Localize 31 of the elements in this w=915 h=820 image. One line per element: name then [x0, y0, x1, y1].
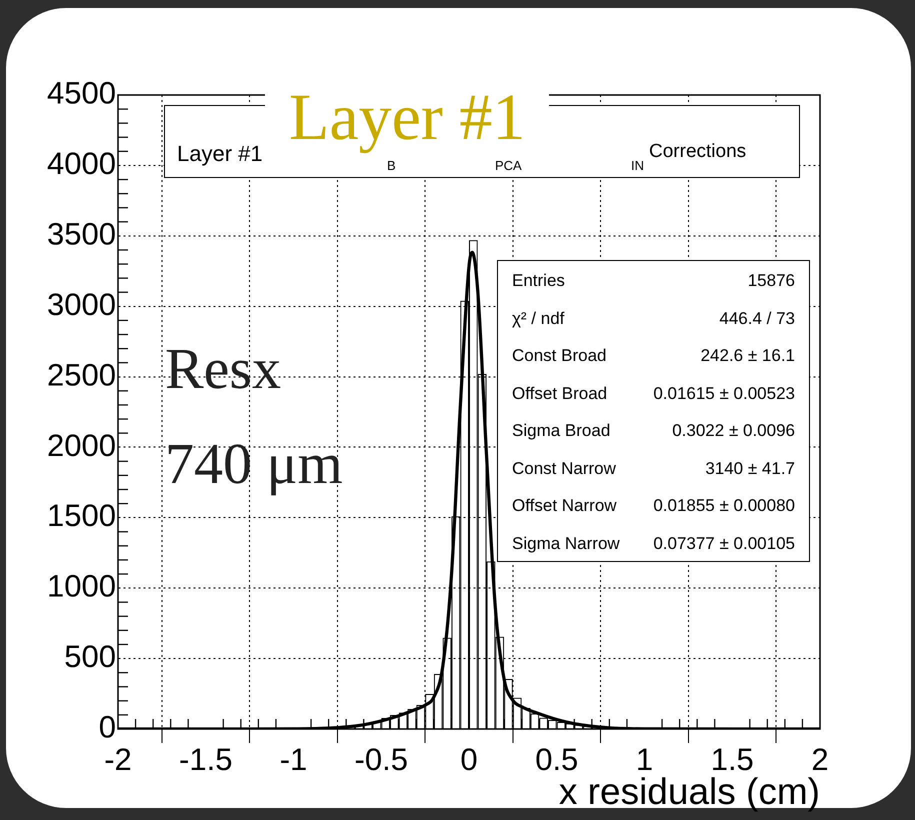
y-tick-label: 1500: [47, 498, 116, 534]
y-tick-label: 3500: [47, 216, 116, 252]
y-tick-label: 2500: [47, 357, 116, 392]
text: χ² / ndf 446.4 / 73: [512, 308, 795, 328]
x-tick-label: 0: [460, 742, 478, 778]
annotation: Layer #1: [177, 141, 263, 167]
y-tick-label: 500: [64, 639, 116, 674]
y-tick-label: 0: [98, 710, 116, 745]
x-tick-label: -1.5: [179, 742, 232, 778]
text: Const Narrow 3140 ± 41.7: [512, 458, 795, 478]
annotation: PCA: [495, 158, 522, 173]
chart-title: Layer #1: [265, 81, 550, 154]
annotation: IN: [631, 158, 644, 173]
x-tick-label: -1: [280, 742, 308, 778]
x-tick-label: -0.5: [354, 742, 408, 778]
y-tick-label: 4000: [47, 146, 116, 181]
text: Sigma Broad 0.3022 ± 0.0096: [512, 421, 795, 440]
text: Const Broad 242.6 ± 16.1: [512, 346, 795, 365]
annotation: B: [387, 158, 396, 173]
annotation: Resx: [165, 335, 281, 402]
y-tick-label: 2000: [47, 428, 116, 463]
text: Sigma Narrow 0.07377 ± 0.00105: [512, 534, 795, 552]
text: Entries 15876: [512, 271, 795, 290]
y-tick-label: 1000: [47, 568, 116, 604]
text: Offset Broad 0.01615 ± 0.00523: [512, 384, 795, 402]
y-tick-label: 3000: [47, 286, 116, 322]
x-tick-label: -2: [104, 742, 132, 778]
text: Offset Narrow 0.01855 ± 0.00080: [512, 496, 795, 515]
annotation: 740 μm: [165, 430, 343, 497]
annotation: Corrections: [649, 141, 746, 163]
y-tick-label: 4500: [47, 76, 116, 111]
